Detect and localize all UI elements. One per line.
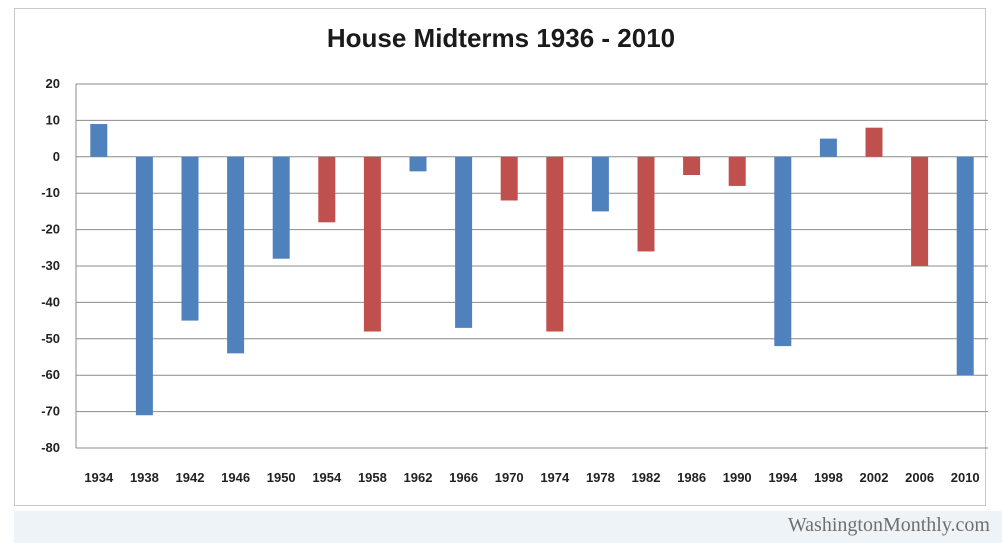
y-tick-label: -60 (41, 367, 60, 382)
bar-1966 (455, 156, 473, 328)
x-tick-label: 1962 (404, 470, 433, 485)
x-tick-label: 2002 (860, 470, 889, 485)
bar-1994 (774, 156, 792, 347)
x-tick-label: 1998 (814, 470, 843, 485)
x-tick-label: 1974 (540, 470, 570, 485)
bar-1978 (591, 156, 609, 212)
bar-1970 (500, 156, 518, 201)
y-tick-label: -70 (41, 404, 60, 419)
x-tick-label: 1942 (176, 470, 205, 485)
bar-1942 (181, 156, 199, 321)
bar-1986 (683, 156, 701, 175)
bar-1950 (272, 156, 290, 259)
x-tick-label: 1970 (495, 470, 524, 485)
x-tick-label: 1990 (723, 470, 752, 485)
x-tick-label: 1950 (267, 470, 296, 485)
y-tick-label: -40 (41, 294, 60, 309)
bar-1954 (318, 156, 336, 223)
x-tick-label: 2006 (905, 470, 934, 485)
bar-2002 (865, 127, 883, 157)
x-tick-label: 1978 (586, 470, 615, 485)
watermark: WashingtonMonthly.com (787, 514, 990, 536)
bar-1934 (90, 124, 108, 157)
bar-1982 (637, 156, 655, 252)
bar-2010 (956, 156, 974, 376)
x-tick-label: 1994 (768, 470, 798, 485)
y-tick-label: -50 (41, 331, 60, 346)
bar-1938 (135, 156, 153, 416)
x-tick-label: 1954 (312, 470, 342, 485)
chart-title: House Midterms 1936 - 2010 (326, 23, 676, 53)
x-tick-label: 1958 (358, 470, 387, 485)
y-tick-label: 0 (53, 149, 60, 164)
bar-1962 (409, 156, 427, 172)
chart-frame: House Midterms 1936 - 2010 (14, 8, 986, 506)
y-tick-label: -20 (41, 222, 60, 237)
y-tick-label: -30 (41, 258, 60, 273)
y-tick-label: -80 (41, 440, 60, 455)
x-tick-label: 1982 (632, 470, 661, 485)
bar-1946 (227, 156, 245, 354)
x-tick-label: 2010 (951, 470, 980, 485)
bar-1958 (363, 156, 381, 332)
x-tick-label: 1946 (221, 470, 250, 485)
x-tick-label: 1966 (449, 470, 478, 485)
x-tick-label: 1986 (677, 470, 706, 485)
bar-1990 (728, 156, 746, 186)
x-tick-label: 1938 (130, 470, 159, 485)
y-tick-label: -10 (41, 185, 60, 200)
y-tick-label: 20 (46, 76, 60, 91)
bar-1974 (546, 156, 564, 332)
bar-1998 (819, 138, 837, 157)
y-tick-label: 10 (46, 112, 60, 127)
bar-2006 (911, 156, 929, 266)
x-tick-label: 1934 (84, 470, 114, 485)
footer-band (14, 511, 1002, 543)
